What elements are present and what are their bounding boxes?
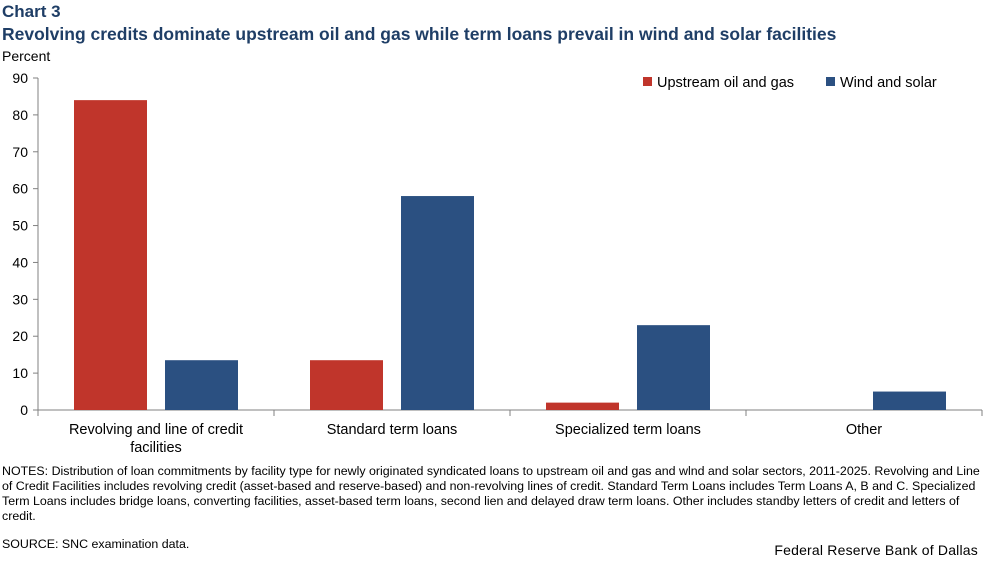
y-tick-label: 80 xyxy=(12,107,28,123)
legend-label-upstream-oil-gas: Upstream oil and gas xyxy=(657,75,794,91)
y-tick-label: 30 xyxy=(12,291,28,307)
bar-chart: 0 10 20 30 40 50 60 70 80 90 Revolving and line of… xyxy=(12,70,983,456)
bar-wind-solar xyxy=(873,391,946,410)
y-tick-label: 10 xyxy=(12,365,28,381)
x-category-label: Revolving and line of credit facilities xyxy=(69,422,243,456)
bar-upstream-oil-gas xyxy=(546,402,619,410)
legend-swatch-upstream-oil-gas xyxy=(643,77,652,86)
y-tick-label: 50 xyxy=(12,218,28,234)
y-tick-label: 20 xyxy=(12,328,28,344)
chart-title: Revolving credits dominate upstream oil … xyxy=(2,24,837,44)
y-axis-unit-label: Percent xyxy=(2,48,51,64)
bar-wind-solar xyxy=(401,196,474,410)
bar-upstream-oil-gas xyxy=(310,360,383,410)
legend-swatch-wind-solar xyxy=(826,77,835,86)
x-category-label: Other xyxy=(846,422,882,438)
chart-label: Chart 3 xyxy=(2,2,61,21)
bar-wind-solar xyxy=(637,325,710,410)
y-tick-label: 60 xyxy=(12,181,28,197)
y-tick-label: 90 xyxy=(12,70,28,86)
y-tick-label: 0 xyxy=(20,402,28,418)
x-category-label: Standard term loans xyxy=(327,422,458,438)
bar-wind-solar xyxy=(165,360,238,410)
y-tick-label: 70 xyxy=(12,144,28,160)
bar-upstream-oil-gas xyxy=(74,100,147,410)
publisher-credit: Federal Reserve Bank of Dallas xyxy=(774,542,978,558)
legend-label-wind-solar: Wind and solar xyxy=(840,75,937,91)
chart-source: SOURCE: SNC examination data. xyxy=(2,537,190,551)
y-tick-label: 40 xyxy=(12,254,28,270)
chart-notes: NOTES: Distribution of loan commitments … xyxy=(2,464,980,523)
x-category-label: Specialized term loans xyxy=(555,422,701,438)
